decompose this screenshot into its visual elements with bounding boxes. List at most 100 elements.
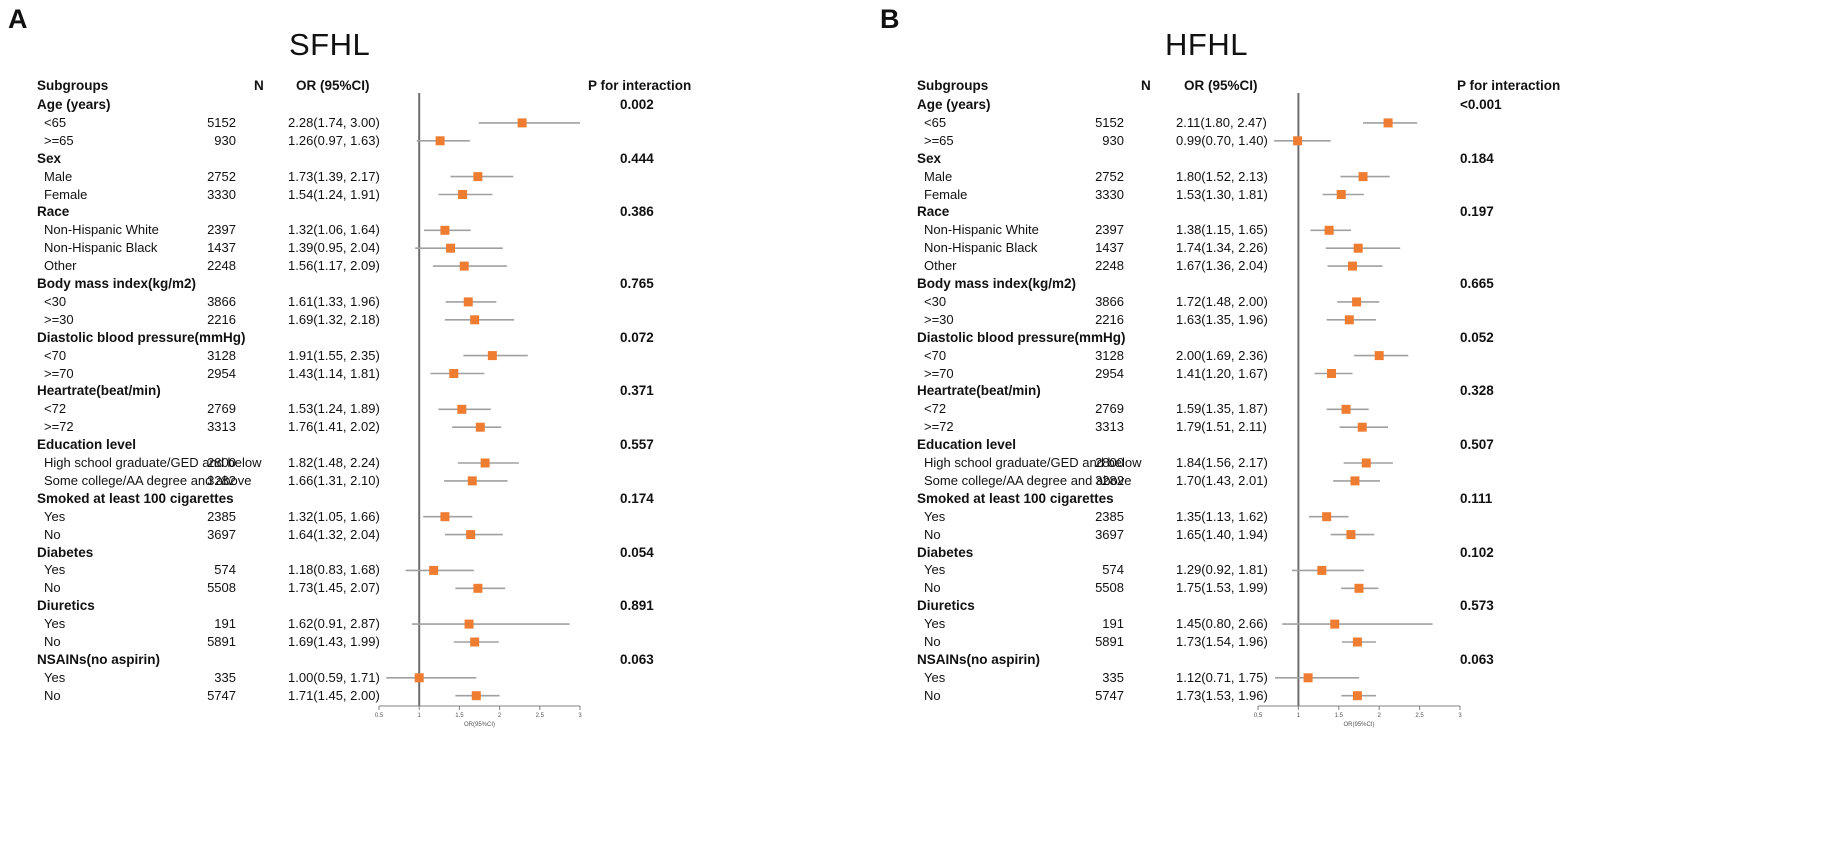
subgroup-label: Some college/AA degree and above — [924, 472, 1132, 488]
or-ci-value: 1.67(1.36, 2.04) — [1176, 258, 1268, 274]
x-tick-label: 1.5 — [455, 713, 464, 719]
n-value: 3330 — [1095, 186, 1124, 202]
subgroup-label: Yes — [924, 508, 946, 524]
or-point-marker — [1352, 691, 1362, 701]
subgroup-label: <30 — [44, 293, 67, 309]
or-point-marker — [1327, 369, 1337, 378]
or-point-marker — [1358, 172, 1368, 182]
or-ci-value: 1.80(1.52, 2.13) — [1176, 168, 1268, 184]
subgroup-label: No — [44, 687, 61, 703]
header-subgroups: Subgroups — [917, 78, 989, 93]
n-value: 5508 — [207, 580, 236, 596]
n-value: 2954 — [1095, 365, 1124, 381]
or-point-marker — [1336, 190, 1346, 199]
group-label: Sex — [37, 150, 62, 166]
n-value: 2216 — [1095, 311, 1124, 327]
or-ci-value: 1.79(1.51, 2.11) — [1176, 419, 1267, 435]
n-value: 3128 — [207, 347, 236, 363]
n-value: 2752 — [207, 168, 236, 184]
or-point-marker — [457, 404, 467, 414]
or-point-marker — [470, 315, 480, 325]
p-interaction-value: 0.002 — [620, 97, 654, 112]
n-value: 3313 — [1095, 419, 1124, 435]
or-ci-value: 1.82(1.48, 2.24) — [288, 455, 380, 470]
subgroup-label: <70 — [924, 347, 947, 363]
or-point-marker — [1352, 637, 1362, 647]
subgroup-label: >=72 — [924, 419, 954, 435]
or-ci-value: 1.66(1.31, 2.10) — [288, 472, 380, 488]
or-ci-value: 1.62(0.91, 2.87) — [288, 616, 380, 632]
p-interaction-value: 0.507 — [1460, 437, 1494, 453]
or-ci-value: 1.54(1.24, 1.91) — [288, 186, 380, 202]
subgroup-label: No — [44, 580, 61, 596]
or-point-marker — [440, 225, 450, 235]
n-value: 5747 — [1095, 687, 1124, 703]
or-ci-value: 2.00(1.69, 2.36) — [1176, 347, 1268, 363]
n-value: 2216 — [207, 311, 236, 327]
subgroup-label: No — [924, 580, 941, 596]
n-value: 5152 — [207, 114, 236, 130]
subgroup-label: Other — [924, 258, 957, 274]
header-or: OR (95%CI) — [296, 78, 370, 93]
group-label: Race — [917, 204, 950, 220]
n-value: 2397 — [1095, 222, 1124, 238]
p-interaction-value: 0.197 — [1460, 204, 1494, 220]
n-value: 5152 — [1095, 114, 1124, 130]
group-label: Heartrate(beat/min) — [37, 383, 161, 399]
or-ci-value: 1.75(1.53, 1.99) — [1176, 580, 1268, 596]
subgroup-label: Yes — [44, 616, 66, 632]
x-tick-label: 1 — [418, 713, 422, 719]
n-value: 2769 — [207, 401, 236, 417]
n-value: 3330 — [207, 186, 236, 202]
group-label: Body mass index(kg/m2) — [37, 276, 197, 291]
group-label: Diabetes — [37, 544, 94, 560]
or-ci-value: 1.38(1.15, 1.65) — [1176, 222, 1268, 238]
group-label: NSAINs(no aspirin) — [37, 651, 161, 667]
subgroup-label: Non-Hispanic Black — [924, 240, 1038, 256]
p-interaction-value: 0.891 — [620, 598, 654, 614]
p-interaction-value: 0.573 — [1460, 598, 1494, 614]
n-value: 5508 — [1095, 580, 1124, 596]
or-ci-value: 1.74(1.34, 2.26) — [1176, 240, 1268, 256]
group-label: Smoked at least 100 cigarettes — [917, 490, 1114, 506]
or-point-marker — [459, 261, 469, 271]
n-value: 3697 — [1095, 526, 1124, 542]
or-point-marker — [487, 351, 497, 361]
n-value: 2385 — [1095, 508, 1124, 524]
group-label: Heartrate(beat/min) — [917, 383, 1041, 399]
group-label: Education level — [917, 437, 1017, 453]
subgroup-label: <70 — [44, 347, 67, 363]
header-n: N — [1141, 78, 1151, 93]
or-ci-value: 1.70(1.43, 2.01) — [1176, 472, 1268, 488]
group-label: Body mass index(kg/m2) — [917, 276, 1077, 291]
subgroup-label: Male — [44, 168, 73, 184]
subgroup-label: No — [924, 526, 941, 542]
header-subgroups: Subgroups — [37, 78, 109, 93]
x-ticks: 0.5 1 1.5 2 2.5 3 — [1254, 706, 1462, 719]
subgroup-label: High school graduate/GED and below — [924, 455, 1142, 470]
or-point-marker — [458, 190, 468, 199]
or-ci-value: 1.65(1.40, 1.94) — [1176, 526, 1268, 542]
or-ci-value: 1.56(1.17, 2.09) — [288, 258, 380, 274]
or-ci-value: 1.76(1.41, 2.02) — [288, 419, 380, 435]
or-ci-value: 1.64(1.32, 2.04) — [288, 526, 380, 542]
or-ci-value: 1.84(1.56, 2.17) — [1176, 455, 1268, 470]
x-tick-label: 1 — [1297, 713, 1301, 719]
subgroup-label: >=65 — [924, 132, 954, 148]
group-label: Education level — [37, 437, 137, 453]
x-tick-label: 2.5 — [536, 713, 545, 719]
n-value: 930 — [1102, 132, 1124, 148]
subgroup-label: Yes — [924, 616, 946, 632]
or-point-marker — [1341, 404, 1351, 414]
or-ci-value: 1.61(1.33, 1.96) — [288, 293, 380, 309]
subgroup-label: >=70 — [924, 365, 954, 381]
group-label: Age (years) — [917, 97, 991, 112]
or-point-marker — [1357, 422, 1367, 432]
n-value: 930 — [214, 132, 236, 148]
n-value: 2397 — [207, 222, 236, 238]
or-point-marker — [1293, 136, 1303, 146]
or-ci-value: 1.12(0.71, 1.75) — [1176, 669, 1268, 685]
p-interaction-value: 0.063 — [620, 651, 654, 667]
subgroup-label: Yes — [44, 508, 66, 524]
n-value: 2800 — [1095, 455, 1124, 470]
